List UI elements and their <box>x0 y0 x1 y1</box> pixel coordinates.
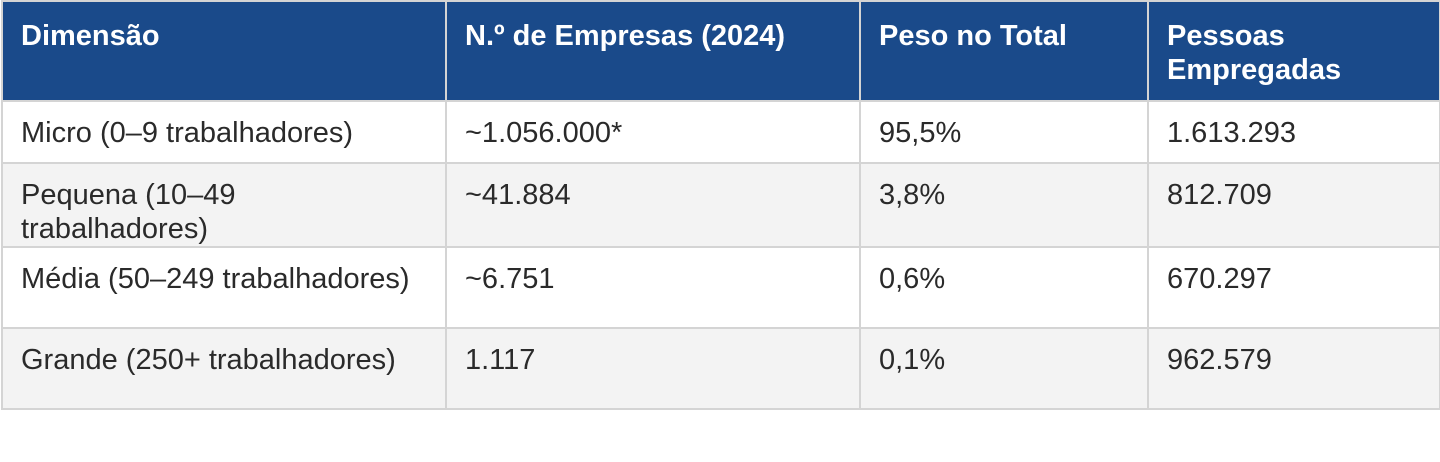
table-row: Micro (0–9 trabalhadores) ~1.056.000* 95… <box>1 100 1440 164</box>
cell-dimension: Pequena (10–49 trabalhadores) <box>1 162 447 248</box>
cell-share-of-total: 3,8% <box>859 162 1149 248</box>
table-row: Pequena (10–49 trabalhadores) ~41.884 3,… <box>1 162 1440 248</box>
cell-people-employed: 1.613.293 <box>1147 100 1440 164</box>
company-size-table: Dimensão N.º de Empresas (2024) Peso no … <box>1 0 1440 410</box>
cell-number-of-companies: ~41.884 <box>445 162 861 248</box>
cell-people-employed: 670.297 <box>1147 246 1440 329</box>
table-row: Média (50–249 trabalhadores) ~6.751 0,6%… <box>1 246 1440 329</box>
cell-number-of-companies: ~6.751 <box>445 246 861 329</box>
cell-dimension: Média (50–249 trabalhadores) <box>1 246 447 329</box>
cell-share-of-total: 0,6% <box>859 246 1149 329</box>
cell-people-employed: 812.709 <box>1147 162 1440 248</box>
header-people-employed: Pessoas Empregadas <box>1147 0 1440 102</box>
cell-number-of-companies: 1.117 <box>445 327 861 410</box>
header-share-of-total: Peso no Total <box>859 0 1149 102</box>
header-dimension: Dimensão <box>1 0 447 102</box>
header-row: Dimensão N.º de Empresas (2024) Peso no … <box>1 0 1440 102</box>
cell-dimension: Grande (250+ trabalhadores) <box>1 327 447 410</box>
cell-dimension: Micro (0–9 trabalhadores) <box>1 100 447 164</box>
cell-share-of-total: 95,5% <box>859 100 1149 164</box>
cell-share-of-total: 0,1% <box>859 327 1149 410</box>
cell-number-of-companies: ~1.056.000* <box>445 100 861 164</box>
table-header: Dimensão N.º de Empresas (2024) Peso no … <box>1 0 1440 102</box>
table-body: Micro (0–9 trabalhadores) ~1.056.000* 95… <box>1 100 1440 410</box>
cell-people-employed: 962.579 <box>1147 327 1440 410</box>
header-number-of-companies: N.º de Empresas (2024) <box>445 0 861 102</box>
table-row: Grande (250+ trabalhadores) 1.117 0,1% 9… <box>1 327 1440 410</box>
